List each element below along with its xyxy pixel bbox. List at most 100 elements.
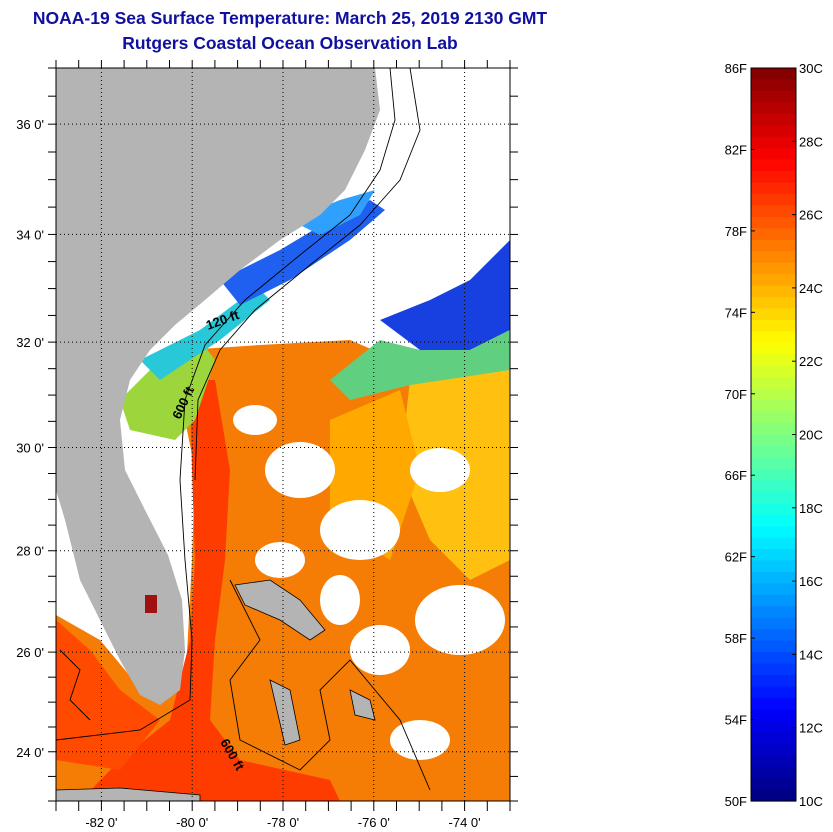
colorbar-swatch (751, 331, 796, 344)
coastal-cyan-water-2 (290, 190, 375, 235)
colorbar-swatch (751, 113, 796, 126)
colorbar-swatch (751, 709, 796, 722)
colorbar-swatch (751, 457, 796, 470)
colorbar (751, 68, 796, 802)
lat-tick-label: 34 0' (16, 227, 44, 242)
colorbar-swatch (751, 262, 796, 275)
colorbar-swatch (751, 365, 796, 378)
coastal-green-water (120, 340, 215, 440)
map-title: NOAA-19 Sea Surface Temperature: March 2… (32, 8, 548, 28)
colorbar-swatch (751, 617, 796, 630)
colorbar-swatch (751, 594, 796, 607)
colorbar-swatch (751, 571, 796, 584)
colorbar-swatch (751, 560, 796, 573)
colorbar-swatch (751, 697, 796, 710)
coastal-cyan-water (140, 290, 270, 380)
colorbar-f-label: 66F (725, 468, 747, 483)
colorbar-swatch (751, 228, 796, 241)
colorbar-swatch (751, 491, 796, 504)
colorbar-labels: 86F 82F 78F 74F 70F 66F 62F 58F 54F 50F 30C 28C 26C 2… (725, 61, 823, 809)
lake-okeechobee (145, 595, 157, 613)
colorbar-swatch (751, 423, 796, 436)
lon-tick-label: -76 0' (358, 815, 390, 830)
colorbar-f-label: 74F (725, 305, 747, 320)
offshore-green-band (330, 330, 510, 400)
colorbar-c-label: 16C (799, 574, 823, 589)
colorbar-swatch (751, 68, 796, 81)
bahamas-islands (56, 579, 376, 801)
colorbar-f-label: 54F (725, 713, 747, 728)
colorbar-f-label: 50F (725, 794, 747, 809)
colorbar-swatch (751, 171, 796, 184)
colorbar-swatch (751, 583, 796, 596)
bathymetry-contours (56, 68, 431, 791)
land-us-southeast (56, 68, 380, 705)
colorbar-swatch (751, 239, 796, 252)
colorbar-c-label: 18C (799, 501, 823, 516)
lat-tick-label: 30 0' (16, 440, 44, 455)
colorbar-c-label: 14C (799, 647, 823, 662)
map-subtitle: Rutgers Coastal Ocean Observation Lab (122, 33, 458, 53)
colorbar-swatch (751, 182, 796, 195)
colorbar-swatch (751, 503, 796, 516)
lat-tick-label: 24 0' (16, 745, 44, 760)
colorbar-swatch (751, 766, 796, 779)
colorbar-swatch (751, 526, 796, 539)
colorbar-swatch (751, 90, 796, 103)
colorbar-swatch (751, 480, 796, 493)
colorbar-swatch (751, 743, 796, 756)
colorbar-swatch (751, 720, 796, 733)
lat-tick-label: 28 0' (16, 544, 44, 559)
colorbar-f-label: 70F (725, 387, 747, 402)
colorbar-swatch (751, 629, 796, 642)
colorbar-swatch (751, 274, 796, 287)
colorbar-swatch (751, 640, 796, 653)
colorbar-swatch (751, 675, 796, 688)
colorbar-c-label: 26C (799, 208, 823, 223)
colorbar-f-label: 82F (725, 142, 747, 157)
colorbar-swatch (751, 377, 796, 390)
colorbar-swatch (751, 216, 796, 229)
colorbar-c-label: 12C (799, 721, 823, 736)
colorbar-swatch (751, 193, 796, 207)
colorbar-swatch (751, 663, 796, 676)
colorbar-swatch (751, 400, 796, 413)
colorbar-swatch (751, 778, 796, 791)
colorbar-swatch (751, 652, 796, 665)
map-axes: -82 0' -80 0' -78 0' -76 0' -74 0' 36 0' 34 0'… (16, 60, 518, 830)
colorbar-swatch (751, 205, 796, 218)
colorbar-c-label: 20C (799, 428, 823, 443)
colorbar-swatch (751, 789, 796, 802)
sst-red-south (56, 620, 160, 770)
colorbar-c-label: 22C (799, 354, 823, 369)
lon-tick-label: -78 0' (267, 815, 299, 830)
colorbar-swatch (751, 434, 796, 447)
colorbar-swatch (751, 537, 796, 550)
colorbar-f-label: 86F (725, 61, 747, 76)
colorbar-swatch (751, 606, 796, 619)
colorbar-swatch (751, 686, 796, 699)
colorbar-f-label: 62F (725, 550, 747, 565)
colorbar-swatch (751, 79, 796, 92)
colorbar-f-label: 78F (725, 224, 747, 239)
lat-tick-label: 26 0' (16, 645, 44, 660)
colorbar-swatch (751, 102, 796, 115)
colorbar-swatch (751, 285, 796, 298)
gulf-stream (80, 380, 340, 801)
colorbar-swatch (751, 308, 796, 321)
colorbar-swatch (751, 755, 796, 768)
colorbar-swatch (751, 732, 796, 745)
colorbar-swatch (751, 468, 796, 481)
lon-tick-label: -82 0' (85, 815, 117, 830)
colorbar-swatch (751, 148, 796, 161)
colorbar-swatch (751, 514, 796, 527)
colorbar-swatch (751, 125, 796, 138)
colorbar-swatch (751, 159, 796, 172)
colorbar-swatch (751, 411, 796, 424)
colorbar-swatch (751, 445, 796, 459)
colorbar-swatch (751, 319, 796, 333)
colorbar-swatch (751, 342, 796, 355)
colorbar-swatch (751, 297, 796, 310)
colorbar-swatch (751, 136, 796, 149)
